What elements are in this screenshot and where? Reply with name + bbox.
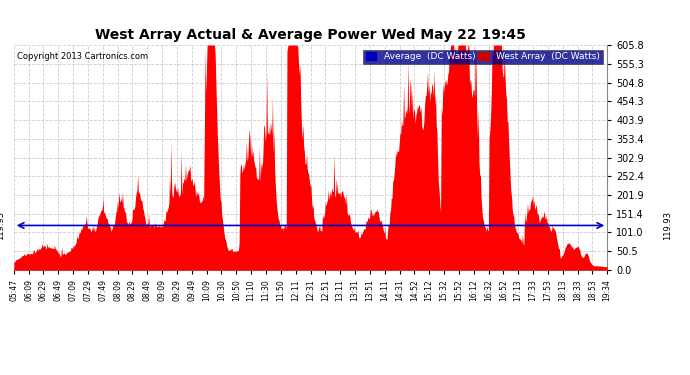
- Text: 119.93: 119.93: [0, 211, 5, 240]
- Title: West Array Actual & Average Power Wed May 22 19:45: West Array Actual & Average Power Wed Ma…: [95, 28, 526, 42]
- Legend: Average  (DC Watts), West Array  (DC Watts): Average (DC Watts), West Array (DC Watts…: [363, 50, 602, 64]
- Text: 119.93: 119.93: [664, 211, 673, 240]
- Text: Copyright 2013 Cartronics.com: Copyright 2013 Cartronics.com: [17, 52, 148, 61]
